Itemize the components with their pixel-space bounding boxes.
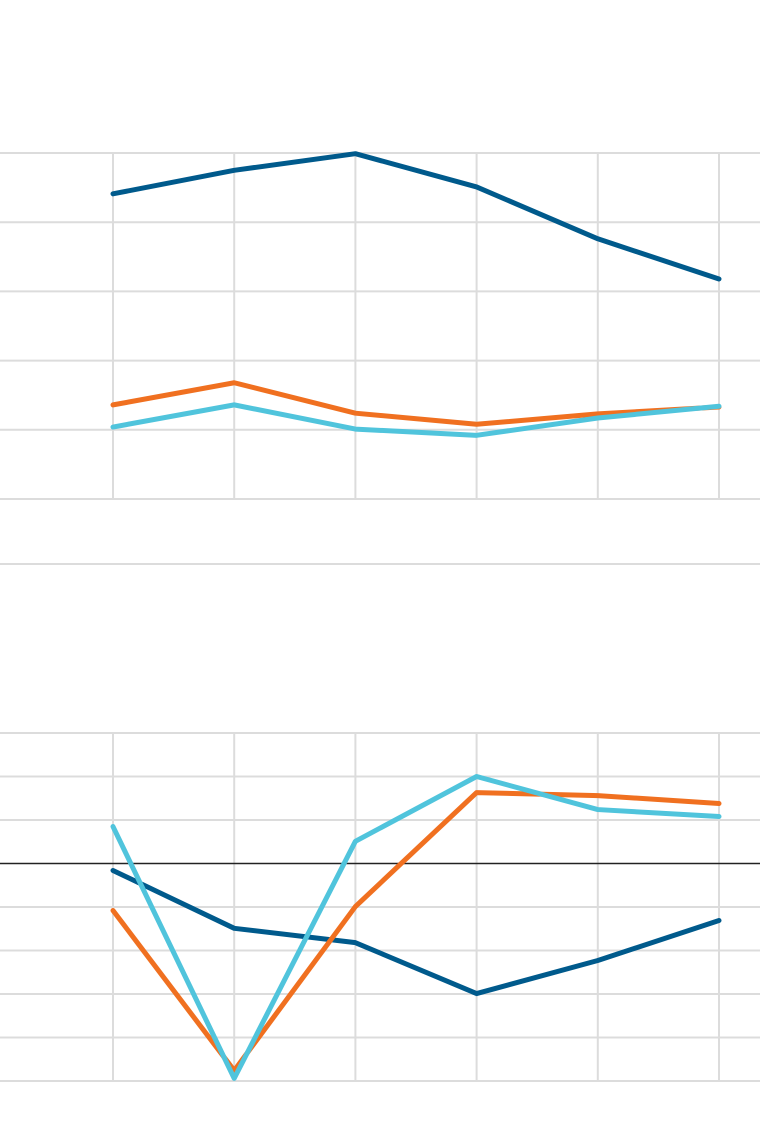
line bbox=[110, 380, 722, 427]
line bbox=[110, 151, 722, 282]
line bbox=[110, 867, 722, 997]
line bbox=[110, 774, 722, 1081]
line bbox=[110, 790, 722, 1074]
line bbox=[110, 402, 722, 438]
